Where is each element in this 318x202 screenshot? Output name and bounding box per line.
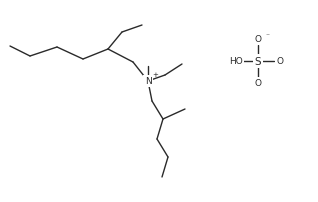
Text: O: O <box>254 79 261 88</box>
Text: N: N <box>145 77 151 86</box>
Text: O: O <box>254 35 261 44</box>
Text: S: S <box>255 57 261 67</box>
Text: O: O <box>276 57 284 66</box>
Text: HO: HO <box>229 57 243 66</box>
Text: +: + <box>152 72 158 78</box>
Text: ⁻: ⁻ <box>265 31 269 40</box>
